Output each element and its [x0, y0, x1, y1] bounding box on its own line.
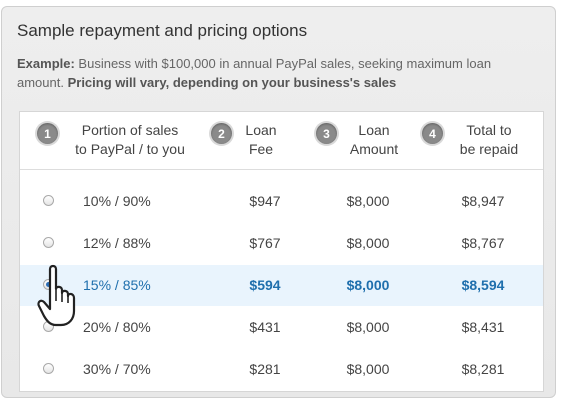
sales-split: 20% / 80% — [83, 319, 151, 335]
example-emphasis: Pricing will vary, depending on your bus… — [67, 75, 397, 90]
header-total-label: Total to be repaid — [459, 122, 519, 157]
total-repaid: $8,947 — [461, 193, 505, 209]
table-row[interactable]: 10% / 90% $947 $8,000 $8,947 — [20, 181, 543, 222]
header-loan-amount: 3 Loan Amount — [316, 121, 405, 159]
step-number-3: 3 — [316, 123, 337, 144]
example-label: Example: — [17, 56, 75, 71]
sales-split: 30% / 70% — [83, 361, 151, 377]
step-number-2: 2 — [211, 123, 232, 144]
total-repaid: $8,431 — [461, 319, 505, 335]
sales-split: 12% / 88% — [83, 235, 151, 251]
sales-split: 10% / 90% — [83, 193, 151, 209]
sales-split: 15% / 85% — [83, 277, 151, 293]
loan-fee: $767 — [249, 235, 281, 251]
loan-fee: $431 — [249, 319, 281, 335]
pricing-options-panel: Sample repayment and pricing options Exa… — [1, 6, 556, 398]
step-number-1: 1 — [37, 123, 58, 144]
loan-fee: $281 — [249, 361, 281, 377]
loan-amount: $8,000 — [346, 319, 390, 335]
header-portion-label: Portion of sales to PayPal / to you — [75, 122, 185, 157]
total-repaid: $8,281 — [461, 361, 505, 377]
table-row[interactable]: 12% / 88% $767 $8,000 $8,767 — [20, 223, 543, 264]
table-row[interactable]: 15% / 85% $594 $8,000 $8,594 — [20, 265, 543, 306]
header-loan-amount-label: Loan Amount — [349, 122, 399, 157]
table-header: 1 Portion of sales to PayPal / to you 2 L… — [20, 112, 543, 170]
example-body: Business with $100,000 in annual PayPal … — [17, 56, 492, 90]
total-repaid: $8,594 — [461, 277, 505, 293]
option-radio[interactable] — [43, 195, 54, 206]
table-row[interactable]: 30% / 70% $281 $8,000 $8,281 — [20, 349, 543, 390]
example-text: Example: Business with $100,000 in annua… — [17, 54, 537, 92]
total-repaid: $8,767 — [461, 235, 505, 251]
loan-amount: $8,000 — [346, 193, 390, 209]
header-total: 4 Total to be repaid — [422, 121, 529, 159]
option-radio[interactable] — [43, 363, 54, 374]
option-radio[interactable] — [43, 237, 54, 248]
loan-fee: $947 — [249, 193, 281, 209]
header-portion: 1 Portion of sales to PayPal / to you — [37, 121, 196, 159]
panel-title: Sample repayment and pricing options — [17, 21, 308, 40]
loan-amount: $8,000 — [346, 235, 390, 251]
table-row[interactable]: 20% / 80% $431 $8,000 $8,431 — [20, 307, 543, 348]
header-loan-fee: 2 Loan Fee — [211, 121, 284, 159]
pricing-table: 1 Portion of sales to PayPal / to you 2 L… — [19, 111, 544, 392]
loan-amount: $8,000 — [346, 277, 390, 293]
loan-fee: $594 — [249, 277, 281, 293]
hand-pointer-icon — [37, 264, 76, 327]
step-number-4: 4 — [422, 123, 443, 144]
loan-amount: $8,000 — [346, 361, 390, 377]
header-loan-fee-label: Loan Fee — [245, 122, 277, 157]
